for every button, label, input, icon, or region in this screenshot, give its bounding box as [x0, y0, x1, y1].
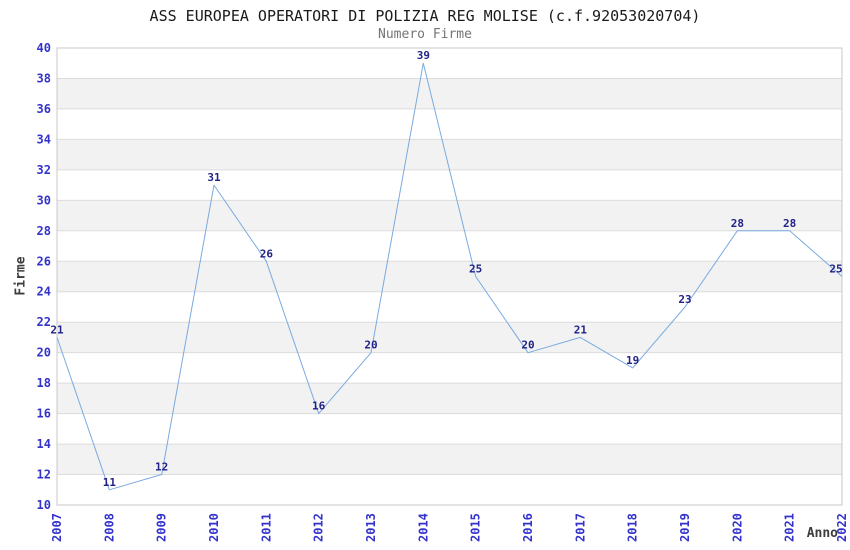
- value-label: 28: [731, 217, 744, 230]
- value-label: 19: [626, 354, 639, 367]
- y-tick-label: 30: [37, 193, 51, 207]
- value-label: 21: [50, 323, 64, 336]
- value-label: 20: [364, 339, 377, 352]
- y-tick-label: 18: [37, 376, 51, 390]
- y-tick-label: 26: [37, 254, 51, 268]
- value-label: 26: [260, 247, 274, 260]
- band-row: [57, 169, 842, 201]
- band-row: [57, 200, 842, 231]
- x-tick-label: 2018: [626, 513, 640, 542]
- band-row: [57, 48, 842, 79]
- value-label: 12: [155, 461, 168, 474]
- value-label: 23: [678, 293, 691, 306]
- value-label: 25: [829, 263, 842, 276]
- x-tick-label: 2009: [155, 513, 169, 542]
- y-tick-label: 28: [37, 224, 51, 238]
- value-label: 31: [207, 171, 221, 184]
- y-tick-label: 40: [37, 41, 51, 55]
- y-tick-label: 32: [37, 163, 51, 177]
- y-tick-label: 10: [37, 498, 51, 512]
- y-tick-label: 12: [37, 468, 51, 482]
- band-row: [57, 291, 842, 323]
- band-row: [57, 139, 842, 170]
- x-tick-label: 2007: [50, 513, 64, 542]
- band-row: [57, 413, 842, 445]
- x-tick-label: 2010: [207, 513, 221, 542]
- x-tick-label: 2015: [469, 513, 483, 542]
- y-tick-label: 20: [37, 346, 51, 360]
- band-row: [57, 230, 842, 262]
- y-tick-label: 36: [37, 102, 51, 116]
- band-row: [57, 444, 842, 475]
- y-tick-label: 16: [37, 407, 51, 421]
- x-tick-label: 2016: [521, 513, 535, 542]
- x-tick-label: 2014: [416, 513, 430, 542]
- value-label: 21: [574, 323, 588, 336]
- y-tick-label: 24: [37, 285, 51, 299]
- value-label: 16: [312, 400, 326, 413]
- band-row: [57, 383, 842, 414]
- x-tick-label: 2019: [678, 513, 692, 542]
- band-row: [57, 352, 842, 384]
- band-row: [57, 261, 842, 292]
- chart-subtitle: Numero Firme: [378, 27, 472, 42]
- chart-title: ASS EUROPEA OPERATORI DI POLIZIA REG MOL…: [149, 7, 701, 25]
- y-tick-label: 34: [37, 132, 51, 146]
- band-row: [57, 322, 842, 353]
- series-line: [56, 62, 843, 491]
- value-label: 25: [469, 263, 482, 276]
- x-tick-label: 2022: [835, 513, 849, 542]
- x-tick-label: 2013: [364, 513, 378, 542]
- x-tick-label: 2021: [783, 513, 797, 542]
- y-tick-label: 22: [37, 315, 51, 329]
- x-tick-label: 2012: [312, 513, 326, 542]
- y-tick-label: 14: [37, 437, 51, 451]
- x-tick-label: 2017: [573, 513, 587, 542]
- value-label: 20: [521, 339, 534, 352]
- band-row: [57, 78, 842, 109]
- x-tick-label: 2008: [102, 513, 116, 542]
- x-tick-label: 2011: [259, 513, 273, 542]
- x-tick-label: 2020: [730, 513, 744, 542]
- value-label: 11: [103, 476, 117, 489]
- band-row: [57, 108, 842, 140]
- x-axis-title: Anno: [806, 526, 838, 541]
- y-tick-label: 38: [37, 71, 51, 85]
- value-label: 39: [417, 49, 430, 62]
- band-row: [57, 474, 842, 505]
- value-label: 28: [783, 217, 796, 230]
